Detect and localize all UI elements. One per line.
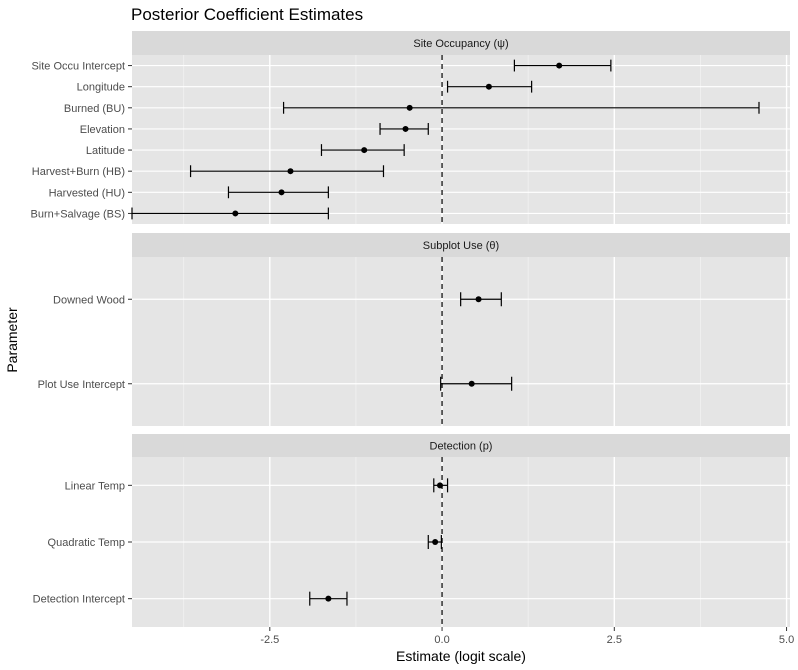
estimate-point: [402, 125, 409, 132]
estimate-point: [406, 104, 413, 111]
y-tick-label: Harvested (HU): [49, 187, 125, 199]
y-tick-label: Quadratic Temp: [48, 537, 125, 549]
facet-strip-label: Site Occupancy (ψ): [413, 38, 508, 50]
x-axis-title: Estimate (logit scale): [396, 648, 526, 664]
estimate-point: [556, 62, 563, 69]
y-tick-label: Burn+Salvage (BS): [31, 208, 125, 220]
panel: Subplot Use (θ) Downed Wood Plot Use Inter…: [38, 233, 790, 426]
facet-strip: [132, 434, 790, 457]
panels: Site Occupancy (ψ) Site Occu Intercept Lon…: [31, 31, 790, 627]
error-bar: [131, 207, 329, 220]
error-bar: [282, 101, 760, 114]
y-tick-label: Harvest+Burn (HB): [32, 166, 125, 178]
x-tick-label: 0.0: [434, 634, 449, 646]
facet-strip: [132, 31, 790, 55]
error-bar: [440, 376, 513, 391]
estimate-point: [232, 210, 239, 217]
error-bar: [227, 186, 329, 199]
y-tick-label: Detection Intercept: [33, 594, 125, 606]
y-tick-label: Elevation: [80, 124, 125, 136]
facet-strip-label: Detection (p): [430, 441, 493, 453]
estimate-point: [287, 168, 294, 175]
y-tick-label: Longitude: [77, 82, 125, 94]
facet-strip-label: Subplot Use (θ): [423, 240, 499, 252]
y-tick-label: Latitude: [86, 145, 125, 157]
error-bar: [189, 165, 385, 178]
x-axis: -2.5 0.0 2.5 5.0: [260, 627, 794, 646]
y-tick-label: Plot Use Intercept: [38, 379, 125, 391]
y-axis-title: Parameter: [4, 307, 20, 373]
estimate-point: [432, 539, 439, 545]
estimate-point: [468, 380, 475, 387]
y-tick-label: Linear Temp: [65, 480, 125, 492]
x-tick-label: 5.0: [779, 634, 794, 646]
estimate-point: [485, 83, 492, 90]
estimate-point: [278, 189, 285, 196]
estimate-point: [361, 147, 368, 154]
y-tick-label: Site Occu Intercept: [31, 61, 125, 73]
estimate-point: [475, 296, 482, 303]
chart-title: Posterior Coefficient Estimates: [131, 5, 363, 24]
panel-background: [132, 55, 790, 224]
panel: Detection (p) Linear Temp Quadratic Temp De…: [33, 434, 790, 627]
panel-background: [132, 257, 790, 426]
panel: Site Occupancy (ψ) Site Occu Intercept Lon…: [31, 31, 790, 224]
y-tick-label: Burned (BU): [64, 103, 125, 115]
x-tick-label: -2.5: [260, 634, 279, 646]
facet-strip: [132, 233, 790, 257]
y-tick-label: Downed Wood: [53, 294, 125, 306]
estimate-point: [325, 595, 332, 602]
x-tick-label: 2.5: [607, 634, 622, 646]
estimate-point: [436, 482, 443, 489]
error-bar: [513, 59, 612, 72]
